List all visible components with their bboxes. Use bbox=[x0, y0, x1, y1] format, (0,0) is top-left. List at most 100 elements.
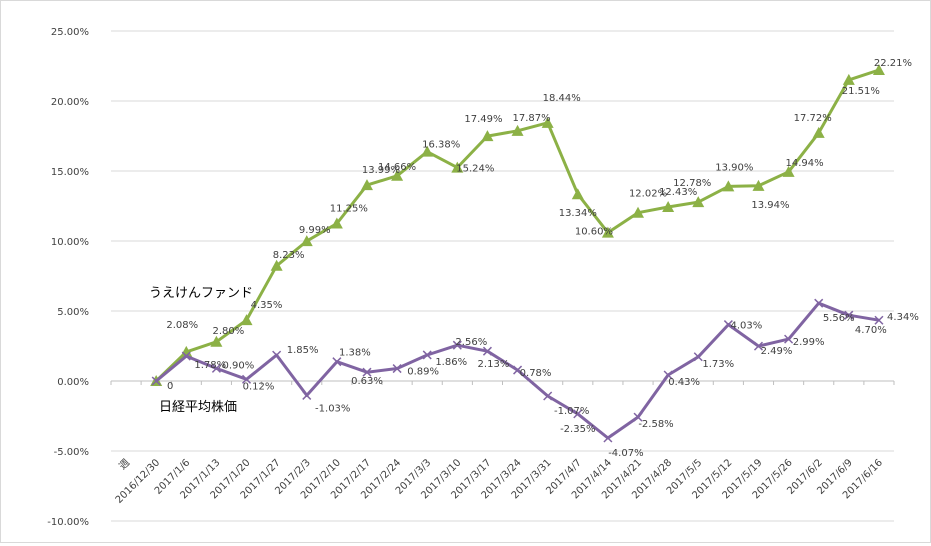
nikkei-marker bbox=[241, 374, 252, 384]
data-label: 11.25% bbox=[330, 204, 368, 215]
nikkei-marker bbox=[272, 350, 282, 360]
fund-marker bbox=[782, 165, 795, 177]
nikkei-marker bbox=[422, 350, 432, 360]
fund-marker bbox=[240, 314, 253, 326]
data-label: 2.49% bbox=[761, 346, 793, 357]
series-label-fund: うえけんファンド bbox=[149, 286, 253, 301]
fund-marker bbox=[210, 335, 223, 347]
fund-marker bbox=[842, 73, 855, 85]
data-label: 12.78% bbox=[673, 178, 711, 189]
nikkei-marker bbox=[603, 433, 613, 443]
data-label: -1.07% bbox=[554, 406, 589, 417]
data-label: 13.99% bbox=[362, 165, 400, 176]
nikkei-marker bbox=[452, 340, 462, 350]
y-tick-label: 5.00% bbox=[57, 307, 89, 318]
data-label: 14.66% bbox=[378, 162, 416, 173]
data-label: 8.23% bbox=[273, 250, 305, 261]
fund-marker bbox=[270, 259, 283, 271]
nikkei-marker bbox=[784, 334, 794, 344]
data-label: 9.99% bbox=[299, 225, 331, 236]
fund-marker bbox=[481, 130, 494, 142]
data-label: 10.60% bbox=[575, 227, 613, 238]
data-label: 4.03% bbox=[730, 321, 762, 332]
nikkei-marker bbox=[392, 364, 402, 374]
fund-marker bbox=[722, 180, 735, 192]
fund-marker bbox=[421, 145, 434, 157]
data-label: 2.56% bbox=[455, 337, 487, 348]
data-label: 0.12% bbox=[243, 381, 275, 392]
data-label: 17.72% bbox=[794, 113, 832, 124]
nikkei-marker bbox=[513, 365, 523, 375]
data-label: 13.94% bbox=[751, 200, 789, 211]
y-axis: -10.00% -5.00% 0.00% 5.00% 10.00% 15.00% 20.00… bbox=[47, 27, 89, 528]
data-label: 0.89% bbox=[407, 367, 439, 378]
nikkei-marker bbox=[874, 315, 884, 325]
data-label: 0 bbox=[167, 381, 173, 392]
data-label: 1.78% bbox=[194, 360, 226, 371]
fund-marker bbox=[872, 64, 885, 76]
data-label: 4.35% bbox=[251, 300, 283, 311]
data-label: 5.56% bbox=[823, 313, 855, 324]
fund-marker bbox=[330, 217, 343, 229]
fund-marker bbox=[692, 196, 705, 208]
data-label: 2.08% bbox=[166, 320, 198, 331]
data-label: 12.02% bbox=[629, 189, 667, 200]
nikkei-marker bbox=[693, 352, 703, 362]
data-label: 1.85% bbox=[287, 345, 319, 356]
nikkei-marker bbox=[633, 412, 643, 422]
fund-marker bbox=[752, 179, 765, 191]
y-tick-label: 20.00% bbox=[51, 97, 89, 108]
data-label: -1.03% bbox=[315, 403, 350, 414]
y-tick-label: 25.00% bbox=[51, 27, 89, 38]
data-label: 12.43% bbox=[659, 187, 697, 198]
nikkei-marker bbox=[723, 320, 733, 330]
nikkei-marker bbox=[844, 310, 854, 320]
data-label: 0.63% bbox=[351, 376, 383, 387]
fund-marker bbox=[360, 179, 373, 191]
fund-marker bbox=[812, 126, 825, 138]
data-label: 1.73% bbox=[702, 359, 734, 370]
x-tick-label: 週 bbox=[117, 457, 133, 473]
series bbox=[150, 64, 885, 443]
fund-marker bbox=[300, 235, 313, 247]
data-label: 4.70% bbox=[855, 325, 887, 336]
nikkei-marker bbox=[663, 370, 673, 380]
data-label: 2.99% bbox=[793, 337, 825, 348]
data-label: 14.94% bbox=[786, 158, 824, 169]
nikkei-marker bbox=[211, 363, 221, 373]
fund-marker bbox=[451, 161, 464, 173]
data-label: 1.86% bbox=[435, 357, 467, 368]
y-tick-label: -5.00% bbox=[54, 447, 89, 458]
nikkei-marker bbox=[181, 351, 191, 361]
data-label: -2.35% bbox=[560, 424, 595, 435]
nikkei-marker bbox=[573, 409, 583, 419]
y-tick-label: -10.00% bbox=[47, 517, 89, 528]
nikkei-marker bbox=[543, 391, 553, 401]
data-label: 2.80% bbox=[213, 326, 245, 337]
series-label-nikkei: 日経平均株価 bbox=[159, 400, 237, 415]
data-label: -2.58% bbox=[638, 419, 673, 430]
y-tick-label: 0.00% bbox=[57, 377, 89, 388]
fund-marker bbox=[391, 169, 404, 181]
data-label: 15.24% bbox=[456, 164, 494, 175]
nikkei-marker bbox=[362, 367, 372, 377]
data-label: 18.44% bbox=[543, 93, 581, 104]
data-label: 22.21% bbox=[874, 58, 912, 69]
nikkei-marker bbox=[332, 357, 342, 367]
data-labels: 02.08%2.80%4.35%8.23%9.99%11.25%13.99%14… bbox=[166, 58, 918, 459]
data-label: 4.34% bbox=[887, 312, 919, 323]
nikkei-marker bbox=[753, 341, 764, 351]
data-label: 17.49% bbox=[464, 114, 502, 125]
data-label: 0.43% bbox=[668, 377, 700, 388]
data-label: 21.51% bbox=[842, 86, 880, 97]
nikkei-marker bbox=[302, 390, 312, 400]
data-label: 2.13% bbox=[478, 359, 510, 370]
data-label: 0.90% bbox=[223, 360, 255, 371]
data-label: 17.87% bbox=[512, 113, 550, 124]
data-label: 13.90% bbox=[715, 162, 753, 173]
data-label: -4.07% bbox=[608, 448, 643, 459]
y-tick-label: 10.00% bbox=[51, 237, 89, 248]
y-tick-label: 15.00% bbox=[51, 167, 89, 178]
